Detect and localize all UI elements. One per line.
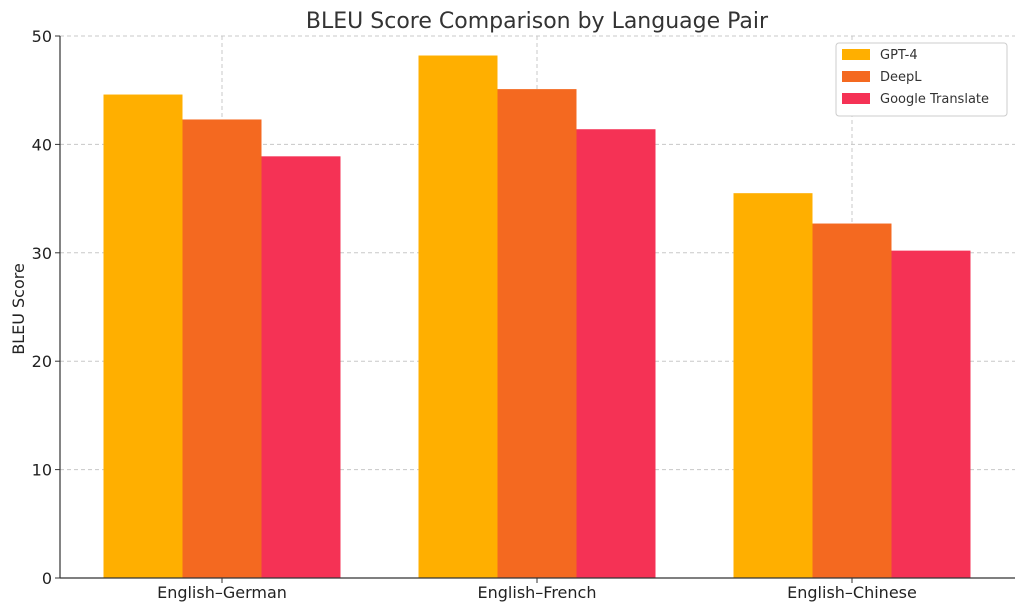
bar — [812, 223, 892, 579]
legend-items: GPT-4 DeepL Google Translate — [842, 48, 989, 107]
y-tick-label: 10 — [32, 461, 52, 480]
bar — [103, 94, 183, 578]
y-tick-label: 40 — [32, 135, 52, 154]
legend-label: DeepL — [880, 70, 922, 85]
axes-layer: 0 10 20 30 40 50 English–German English–French E… — [32, 27, 1015, 602]
legend-swatch — [842, 49, 870, 60]
bar — [182, 119, 262, 578]
bar — [733, 193, 813, 578]
bar — [418, 55, 498, 578]
x-tick-label: English–French — [478, 583, 597, 602]
legend: GPT-4 DeepL Google Translate — [835, 42, 1008, 117]
y-tick-label: 0 — [42, 569, 52, 588]
bar — [497, 89, 577, 578]
bar — [576, 129, 656, 578]
y-tick-label: 20 — [32, 352, 52, 371]
bars-layer — [103, 55, 971, 579]
chart-title: BLEU Score Comparison by Language Pair — [306, 9, 769, 34]
legend-swatch — [842, 93, 870, 104]
bar — [891, 250, 971, 578]
bar — [261, 156, 341, 578]
legend-swatch — [842, 71, 870, 82]
x-tick-label: English–German — [157, 583, 287, 602]
y-tick-label: 50 — [32, 27, 52, 46]
legend-label: GPT-4 — [880, 48, 918, 63]
legend-frame — [835, 42, 1008, 117]
y-axis-label: BLEU Score — [9, 263, 28, 355]
x-tick-label: English–Chinese — [787, 583, 917, 602]
legend-label: Google Translate — [880, 92, 989, 107]
y-tick-label: 30 — [32, 244, 52, 263]
